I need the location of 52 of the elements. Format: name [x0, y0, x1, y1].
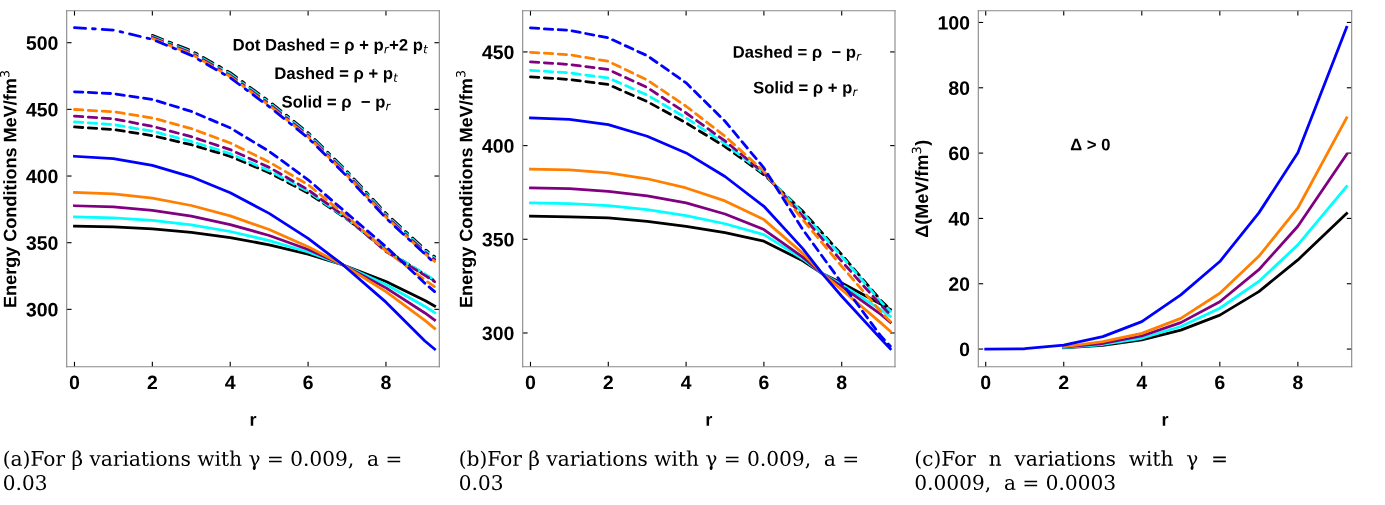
annotation: Solid = ρ − p$_{r}$: [282, 95, 391, 111]
y-tick-label: 400: [26, 169, 58, 184]
annotation: Dashed = ρ + p$_{t}$: [275, 66, 399, 83]
x-tick-label: 4: [225, 375, 236, 390]
x-tick-label: 4: [1136, 375, 1148, 390]
x-tick-label: 6: [759, 375, 769, 390]
x-tick-label: 0: [69, 375, 80, 390]
y-tick-label: 60: [949, 146, 970, 161]
y-tick-label: 20: [949, 277, 970, 291]
y-tick-label: 350: [482, 232, 514, 247]
line-series: [1062, 153, 1349, 349]
y-tick-label: 500: [26, 36, 58, 50]
y-tick-label: 400: [482, 139, 514, 153]
line-series: [984, 25, 1349, 351]
x-tick-label: 6: [303, 375, 313, 390]
annotation: Solid = ρ + p$_{r}$: [753, 81, 858, 97]
line-series: [529, 186, 892, 324]
y-tick-label: 350: [26, 236, 58, 250]
y-axis-title: Energy Conditions MeV/fm$^{3}$: [455, 71, 477, 307]
y-axis-title: Energy Conditions MeV/fm$^{3}$: [0, 71, 21, 307]
text: (b)For β variations with γ = 0.009, a = 0.03: [460, 450, 858, 491]
annotation: Dashed = ρ − p$_{r}$: [733, 45, 862, 62]
x-tick-label: 2: [1059, 375, 1069, 390]
y-tick-label: 0: [959, 342, 970, 357]
x-tick-label: 2: [147, 375, 157, 390]
y-tick-label: 40: [948, 211, 970, 226]
x-tick-label: 6: [1215, 375, 1225, 390]
line-series: [73, 191, 437, 330]
x-tick-label: 4: [680, 375, 692, 390]
line-series: [73, 154, 437, 351]
x-axis-title: r: [250, 415, 257, 426]
x-tick-label: 8: [1293, 375, 1303, 390]
line-series: [1062, 116, 1349, 349]
y-tick-label: 450: [26, 102, 58, 117]
x-axis-title: r: [1162, 415, 1169, 426]
y-tick-label: 450: [482, 45, 514, 60]
annotation: Dot Dashed = ρ + p$_{r}$+2 p$_{t}$: [233, 38, 429, 54]
y-axis-title: Δ(MeV/fm$^{3}$): [911, 140, 932, 237]
x-axis-title: r: [706, 415, 713, 426]
y-tick-label: 300: [26, 302, 58, 317]
x-tick-label: 0: [981, 375, 991, 390]
text: (c)For n variations with γ = 0.0009, a = 0.0003: [915, 450, 1226, 493]
y-tick-label: 300: [482, 326, 514, 341]
x-tick-label: 8: [381, 375, 391, 390]
x-tick-label: 2: [603, 375, 613, 390]
text: (a)For β variations with γ = 0.009, a = 0.03: [4, 450, 401, 491]
x-tick-label: 8: [836, 375, 847, 390]
annotation: Δ > 0: [1070, 138, 1110, 151]
line-series: [529, 167, 892, 333]
x-tick-label: 0: [525, 375, 536, 390]
y-tick-label: 80: [948, 81, 970, 96]
y-tick-label: 100: [938, 15, 970, 30]
